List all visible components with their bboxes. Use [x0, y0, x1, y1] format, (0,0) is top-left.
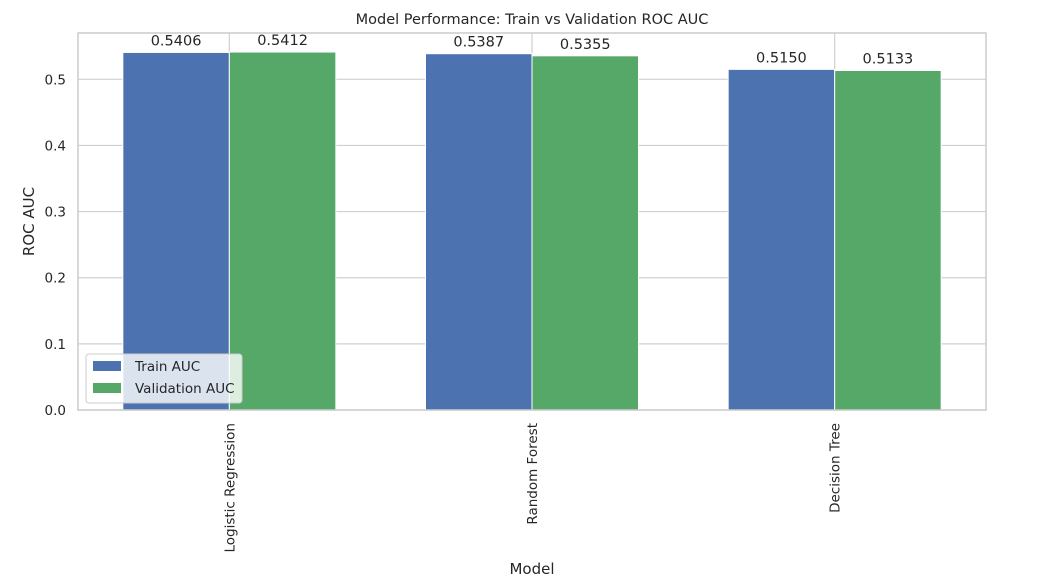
legend-box [85, 353, 243, 404]
x-tick-label: Logistic Regression [222, 423, 238, 553]
bars-group [122, 51, 942, 411]
data-labels-group: 0.5406 0.5412 0.5387 0.5355 0.5150 0.5133 [151, 33, 914, 67]
bar-train [425, 53, 533, 411]
legend-label: Validation AUC [135, 381, 235, 397]
y-tick-label: 0.2 [45, 271, 66, 287]
y-axis-label: ROC AUC [20, 187, 38, 256]
bar-train [122, 51, 230, 411]
data-label: 0.5412 [257, 33, 308, 49]
x-axis-label: Model [509, 560, 554, 578]
bar-validation [834, 70, 942, 411]
x-tick-label: Random Forest [525, 423, 541, 525]
chart-title: Model Performance: Train vs Validation R… [356, 12, 709, 28]
y-tick-label: 0.1 [45, 337, 66, 353]
legend: Train AUC Validation AUC [85, 353, 243, 404]
legend-label: Train AUC [134, 359, 200, 375]
bar-train [727, 68, 836, 411]
y-tick-label: 0.4 [45, 138, 66, 154]
legend-swatch [93, 383, 121, 393]
bar-validation [228, 51, 337, 411]
y-tick-label: 0.5 [45, 72, 66, 88]
y-tick-labels: 0.0 0.1 0.2 0.3 0.4 0.5 [45, 72, 66, 419]
bar-validation [531, 55, 639, 411]
x-tick-label: Decision Tree [828, 423, 844, 513]
plot-frame [77, 32, 987, 411]
y-tick-label: 0.3 [45, 205, 66, 221]
data-label: 0.5150 [756, 50, 807, 66]
data-label: 0.5406 [151, 33, 202, 49]
data-label: 0.5133 [863, 52, 914, 68]
data-label: 0.5355 [560, 37, 611, 53]
x-tick-labels: Logistic Regression Random Forest Decision… [222, 423, 843, 553]
legend-swatch [93, 361, 121, 371]
y-tick-label: 0.0 [45, 403, 66, 419]
data-label: 0.5387 [453, 35, 504, 51]
